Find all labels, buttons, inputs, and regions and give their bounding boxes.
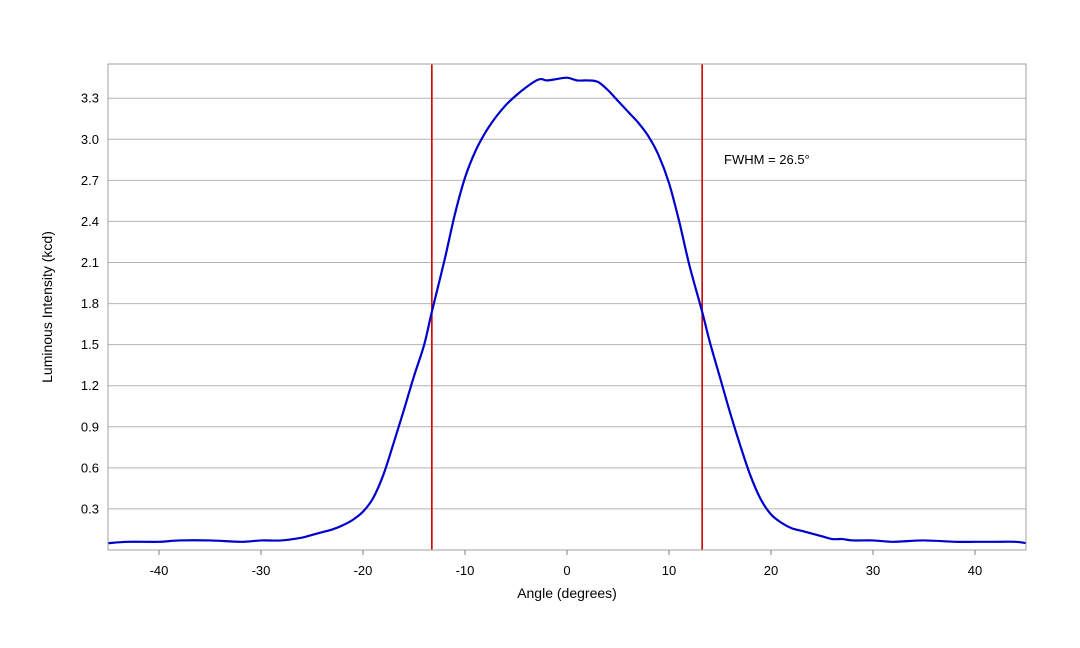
x-tick-label: 20 bbox=[764, 563, 778, 578]
x-tick-label: -20 bbox=[354, 563, 373, 578]
data-series bbox=[107, 76, 1027, 545]
x-tick-label: -10 bbox=[456, 563, 475, 578]
annotations: FWHM = 26.5° bbox=[724, 152, 810, 167]
x-tick-label: 0 bbox=[563, 563, 570, 578]
x-tick-label: 10 bbox=[662, 563, 676, 578]
y-tick-label: 3.3 bbox=[81, 91, 99, 106]
y-tick-label: 1.2 bbox=[81, 378, 99, 393]
gridlines bbox=[108, 97, 1026, 510]
y-tick-label: 2.4 bbox=[81, 214, 99, 229]
y-tick-label: 2.1 bbox=[81, 255, 99, 270]
y-tick-label: 3.0 bbox=[81, 132, 99, 147]
y-axis-ticks: 0.3 0.6 0.9 1.2 1.5 1.8 2.1 2.4 2.7 3.0 3.3 bbox=[81, 91, 99, 517]
y-axis-title: Luminous Intensity (kcd) bbox=[39, 231, 55, 383]
x-tick-label: -30 bbox=[252, 563, 271, 578]
x-tick-label: -40 bbox=[150, 563, 169, 578]
fwhm-markers bbox=[431, 64, 703, 550]
x-tick-label: 40 bbox=[968, 563, 982, 578]
x-axis-title: Angle (degrees) bbox=[517, 585, 617, 601]
intensity-curve bbox=[107, 76, 1027, 545]
x-tick-label: 30 bbox=[866, 563, 880, 578]
y-tick-label: 0.6 bbox=[81, 460, 99, 475]
y-tick-label: 2.7 bbox=[81, 173, 99, 188]
y-tick-label: 1.8 bbox=[81, 296, 99, 311]
y-tick-label: 0.3 bbox=[81, 501, 99, 516]
y-tick-label: 0.9 bbox=[81, 419, 99, 434]
plot-frame bbox=[107, 63, 1027, 551]
y-tick-label: 1.5 bbox=[81, 337, 99, 352]
fwhm-annotation: FWHM = 26.5° bbox=[724, 152, 810, 167]
x-axis-ticks: -40 -30 -20 -10 0 10 20 30 40 bbox=[150, 550, 982, 578]
